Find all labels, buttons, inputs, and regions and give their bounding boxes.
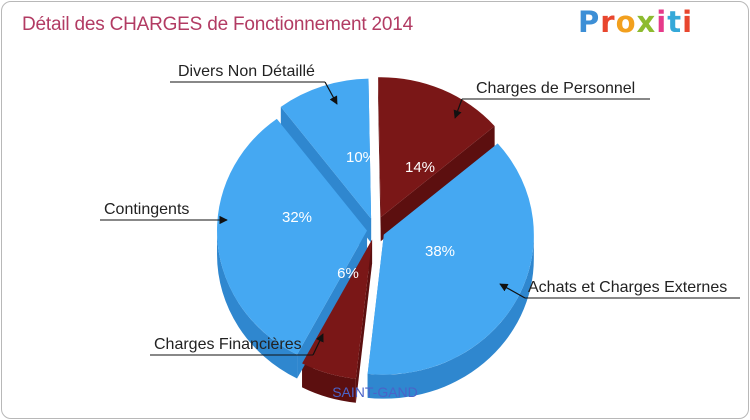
leader-arrow — [453, 98, 463, 119]
pie-slice-wall — [355, 239, 373, 403]
pie-slice-side — [217, 230, 298, 379]
slice-percent-label: 10% — [346, 149, 376, 166]
slice-percent-label: 6% — [337, 265, 359, 282]
slice-category-label: Charges de Personnel — [476, 80, 635, 97]
slice-category-label: Divers Non Détaillé — [178, 63, 315, 80]
pie-slice-charges-de-personnel[interactable] — [378, 77, 495, 218]
pie-slice-wall — [378, 77, 381, 242]
pie-slice-side — [367, 234, 534, 399]
logo-letter: x — [636, 5, 657, 39]
logo-letter: i — [682, 5, 694, 39]
leader-arrow — [499, 283, 526, 299]
pie-slice-divers-non-detaille[interactable] — [280, 78, 372, 219]
pie-slice-side — [302, 363, 356, 403]
slice-percent-label: 32% — [282, 209, 312, 226]
pie-slice-achats-et-charges-externes[interactable] — [367, 143, 534, 375]
proxiti-logo: Proxiti — [578, 5, 693, 39]
logo-letter: o — [615, 5, 637, 39]
logo-letter: r — [600, 5, 616, 39]
pie-slice-wall — [380, 126, 495, 242]
leader-arrow — [324, 81, 338, 105]
leader-arrow — [312, 333, 324, 356]
logo-letter: P — [578, 5, 601, 39]
slice-category-label: Contingents — [104, 201, 189, 218]
slice-category-label: Achats et Charges Externes — [528, 279, 727, 296]
chart-subtitle: SAINT-GAND — [332, 384, 418, 400]
pie-slice-charges-financieres[interactable] — [302, 239, 373, 379]
slice-category-label: Charges Financières — [154, 336, 302, 353]
logo-letter: t — [667, 5, 683, 39]
logo-letter: i — [656, 5, 668, 39]
chart-title: Détail des CHARGES de Fonctionnement 201… — [22, 14, 414, 35]
slice-percent-label: 38% — [425, 243, 455, 260]
slice-percent-label: 14% — [405, 159, 435, 176]
pie-slice-contingents[interactable] — [217, 118, 368, 355]
